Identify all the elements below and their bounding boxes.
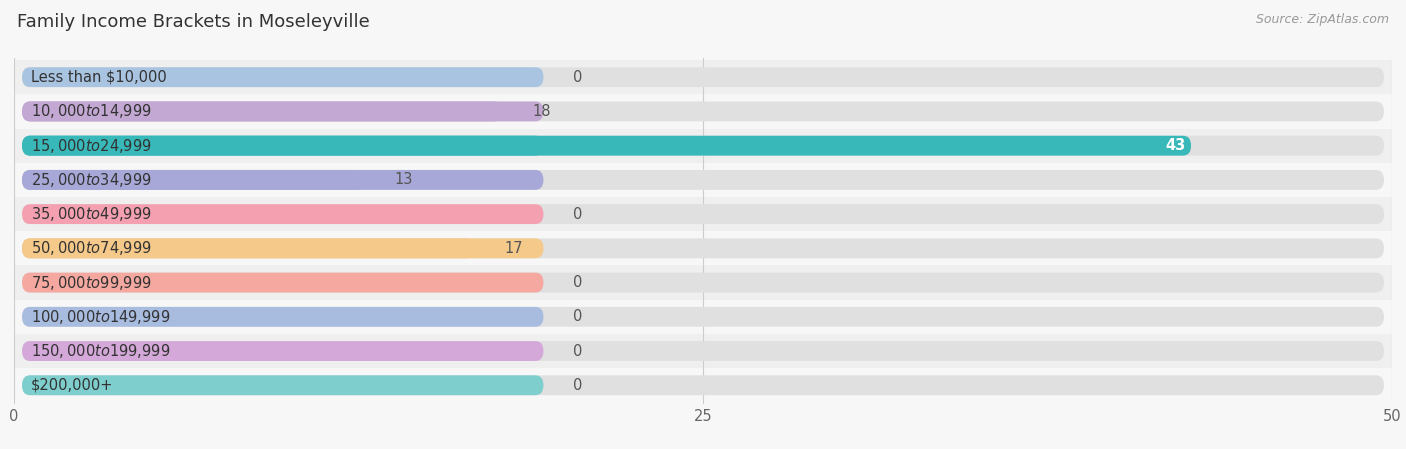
Bar (14, 128, 1392, 163)
Bar (14, 368, 1392, 402)
Text: $25,000 to $34,999: $25,000 to $34,999 (31, 171, 152, 189)
Text: $35,000 to $49,999: $35,000 to $49,999 (31, 205, 152, 223)
FancyBboxPatch shape (22, 136, 544, 156)
Text: 17: 17 (505, 241, 523, 256)
Bar (14, 94, 1392, 128)
FancyBboxPatch shape (22, 136, 1191, 156)
FancyBboxPatch shape (22, 238, 544, 258)
Bar (14, 299, 1392, 334)
Bar (14, 265, 1392, 299)
FancyBboxPatch shape (22, 204, 544, 224)
FancyBboxPatch shape (22, 341, 544, 361)
FancyBboxPatch shape (22, 136, 1384, 156)
Bar (14, 334, 1392, 368)
Text: 0: 0 (574, 70, 583, 85)
Text: 18: 18 (531, 104, 551, 119)
Text: 0: 0 (574, 378, 583, 393)
FancyBboxPatch shape (22, 238, 1384, 258)
FancyBboxPatch shape (22, 204, 1384, 224)
Text: $10,000 to $14,999: $10,000 to $14,999 (31, 102, 152, 120)
FancyBboxPatch shape (22, 375, 1384, 395)
Text: $50,000 to $74,999: $50,000 to $74,999 (31, 239, 152, 257)
Text: Less than $10,000: Less than $10,000 (31, 70, 166, 85)
Text: Family Income Brackets in Moseleyville: Family Income Brackets in Moseleyville (17, 13, 370, 31)
Text: 0: 0 (574, 207, 583, 222)
Text: 13: 13 (394, 172, 413, 187)
FancyBboxPatch shape (22, 273, 544, 292)
FancyBboxPatch shape (22, 101, 544, 121)
FancyBboxPatch shape (22, 67, 1384, 87)
Text: 43: 43 (1166, 138, 1185, 153)
FancyBboxPatch shape (22, 101, 1384, 121)
FancyBboxPatch shape (22, 170, 1384, 190)
FancyBboxPatch shape (22, 170, 364, 190)
FancyBboxPatch shape (22, 375, 544, 395)
Bar (14, 197, 1392, 231)
Text: $75,000 to $99,999: $75,000 to $99,999 (31, 273, 152, 291)
FancyBboxPatch shape (22, 341, 1384, 361)
Text: Source: ZipAtlas.com: Source: ZipAtlas.com (1256, 13, 1389, 26)
FancyBboxPatch shape (22, 307, 544, 327)
Bar (14, 231, 1392, 265)
Text: $15,000 to $24,999: $15,000 to $24,999 (31, 136, 152, 154)
FancyBboxPatch shape (22, 307, 1384, 327)
FancyBboxPatch shape (22, 238, 475, 258)
FancyBboxPatch shape (22, 170, 544, 190)
FancyBboxPatch shape (22, 67, 544, 87)
Bar (14, 163, 1392, 197)
Bar (14, 60, 1392, 94)
FancyBboxPatch shape (22, 101, 502, 121)
FancyBboxPatch shape (22, 273, 1384, 292)
Text: $150,000 to $199,999: $150,000 to $199,999 (31, 342, 170, 360)
Text: 0: 0 (574, 343, 583, 359)
Text: $200,000+: $200,000+ (31, 378, 112, 393)
Text: 0: 0 (574, 309, 583, 324)
Text: $100,000 to $149,999: $100,000 to $149,999 (31, 308, 170, 326)
Text: 0: 0 (574, 275, 583, 290)
